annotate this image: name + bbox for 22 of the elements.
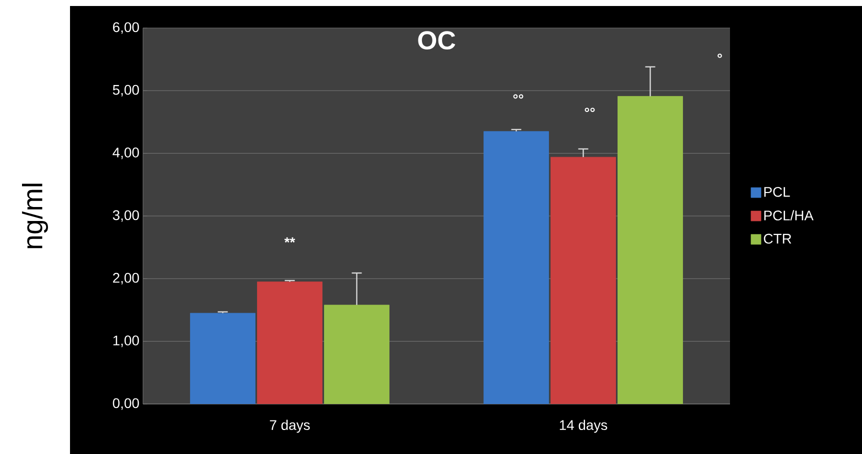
annotation: ° <box>718 54 722 58</box>
bar <box>324 304 390 404</box>
y-tick-label: 0,00 <box>112 398 139 410</box>
y-tick-label: 3,00 <box>112 210 139 222</box>
annotation: °° <box>584 108 595 112</box>
bar <box>618 96 683 404</box>
y-tick-label: 5,00 <box>112 84 139 96</box>
y-tick-label: 1,00 <box>113 336 139 348</box>
bar <box>484 131 549 404</box>
annotation: ** <box>284 237 296 243</box>
x-tick-label: 7 days <box>270 420 310 433</box>
y-axis-title: ng/ml <box>22 184 48 248</box>
x-tick-label: 14 days <box>560 420 608 433</box>
bar <box>190 312 256 404</box>
chart-title: OC <box>418 31 456 50</box>
legend-label: PCL <box>764 186 790 197</box>
y-tick-label: 4,00 <box>112 148 139 160</box>
y-tick-label: 6,00 <box>113 22 139 34</box>
y-tick-label: 2,00 <box>113 272 139 284</box>
legend-label: PCL/HA <box>764 210 814 220</box>
legend-label: CTR <box>764 234 792 244</box>
annotation: °° <box>513 94 524 99</box>
